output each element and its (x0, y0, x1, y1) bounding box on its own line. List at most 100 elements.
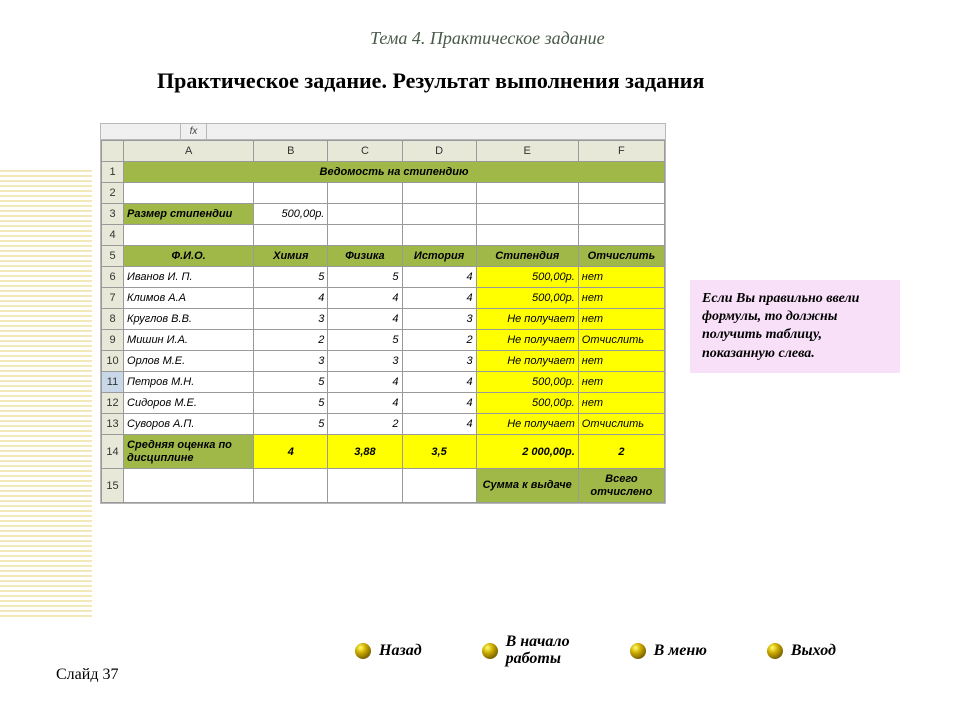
column-header[interactable]: A (124, 141, 254, 162)
expel-cell[interactable]: нет (578, 288, 664, 309)
grade-cell[interactable]: 4 (402, 393, 476, 414)
row-header[interactable]: 13 (102, 414, 124, 435)
avg-label[interactable]: Средняя оценка по дисциплине (124, 435, 254, 469)
expel-cell[interactable]: нет (578, 267, 664, 288)
expel-cell[interactable]: нет (578, 372, 664, 393)
expel-cell[interactable]: нет (578, 351, 664, 372)
nav-menu-button[interactable]: В меню (630, 642, 707, 660)
grade-cell[interactable]: 5 (254, 267, 328, 288)
grade-cell[interactable]: 3 (402, 351, 476, 372)
fx-icon[interactable]: fx (181, 124, 207, 139)
grade-cell[interactable]: 5 (254, 414, 328, 435)
stipend-cell[interactable]: 500,00р. (476, 288, 578, 309)
grade-cell[interactable]: 4 (328, 309, 402, 330)
footer-expelled[interactable]: Всего отчислено (578, 469, 664, 503)
grade-cell[interactable]: 4 (402, 414, 476, 435)
name-box[interactable] (101, 124, 181, 139)
spreadsheet-grid[interactable]: ABCDEF 1 Ведомость на стипендию 2 3 Разм… (101, 140, 665, 503)
row-header[interactable]: 6 (102, 267, 124, 288)
grade-cell[interactable]: 3 (402, 309, 476, 330)
table-row[interactable]: 9Мишин И.А.252Не получаетОтчислить (102, 330, 665, 351)
avg-cell[interactable]: 2 (578, 435, 664, 469)
nav-exit-button[interactable]: Выход (767, 642, 836, 660)
table-row[interactable]: 11Петров М.Н.544500,00р.нет (102, 372, 665, 393)
table-row[interactable]: 6Иванов И. П.554500,00р.нет (102, 267, 665, 288)
nav-back-button[interactable]: Назад (355, 642, 422, 660)
table-header-cell[interactable]: История (402, 246, 476, 267)
avg-cell[interactable]: 3,5 (402, 435, 476, 469)
grade-cell[interactable]: 4 (328, 393, 402, 414)
size-label[interactable]: Размер стипендии (124, 204, 254, 225)
grade-cell[interactable]: 4 (328, 372, 402, 393)
grade-cell[interactable]: 5 (328, 330, 402, 351)
grade-cell[interactable]: 4 (402, 372, 476, 393)
stipend-cell[interactable]: Не получает (476, 351, 578, 372)
stipend-cell[interactable]: 500,00р. (476, 267, 578, 288)
avg-cell[interactable]: 3,88 (328, 435, 402, 469)
row-header[interactable]: 2 (102, 183, 124, 204)
table-row[interactable]: 13Суворов А.П.524Не получаетОтчислить (102, 414, 665, 435)
row-header[interactable]: 12 (102, 393, 124, 414)
table-header-cell[interactable]: Химия (254, 246, 328, 267)
grade-cell[interactable]: 4 (254, 288, 328, 309)
row-header[interactable]: 8 (102, 309, 124, 330)
column-header[interactable]: B (254, 141, 328, 162)
name-cell[interactable]: Климов А.А (124, 288, 254, 309)
stipend-cell[interactable]: 500,00р. (476, 372, 578, 393)
grade-cell[interactable]: 3 (254, 351, 328, 372)
nav-start-button[interactable]: В начало работы (482, 634, 570, 668)
row-header[interactable]: 10 (102, 351, 124, 372)
name-cell[interactable]: Мишин И.А. (124, 330, 254, 351)
row-header[interactable]: 7 (102, 288, 124, 309)
grade-cell[interactable]: 4 (402, 267, 476, 288)
column-header[interactable]: C (328, 141, 402, 162)
name-cell[interactable]: Иванов И. П. (124, 267, 254, 288)
stipend-cell[interactable]: Не получает (476, 330, 578, 351)
expel-cell[interactable]: Отчислить (578, 414, 664, 435)
row-header[interactable]: 3 (102, 204, 124, 225)
table-header-cell[interactable]: Ф.И.О. (124, 246, 254, 267)
grade-cell[interactable]: 2 (254, 330, 328, 351)
table-header-cell[interactable]: Стипендия (476, 246, 578, 267)
row-header[interactable]: 11 (102, 372, 124, 393)
grade-cell[interactable]: 2 (402, 330, 476, 351)
formula-bar[interactable]: fx (101, 124, 665, 140)
grade-cell[interactable]: 2 (328, 414, 402, 435)
stipend-cell[interactable]: Не получает (476, 309, 578, 330)
table-header-cell[interactable]: Отчислить (578, 246, 664, 267)
table-row[interactable]: 7Климов А.А444500,00р.нет (102, 288, 665, 309)
stipend-cell[interactable]: Не получает (476, 414, 578, 435)
column-header[interactable]: E (476, 141, 578, 162)
avg-cell[interactable]: 2 000,00р. (476, 435, 578, 469)
row-header[interactable]: 15 (102, 469, 124, 503)
expel-cell[interactable]: нет (578, 393, 664, 414)
expel-cell[interactable]: Отчислить (578, 330, 664, 351)
stipend-cell[interactable]: 500,00р. (476, 393, 578, 414)
row-header[interactable]: 14 (102, 435, 124, 469)
column-header[interactable]: D (402, 141, 476, 162)
name-cell[interactable]: Сидоров М.Е. (124, 393, 254, 414)
table-header-cell[interactable]: Физика (328, 246, 402, 267)
grade-cell[interactable]: 3 (328, 351, 402, 372)
grade-cell[interactable]: 3 (254, 309, 328, 330)
name-cell[interactable]: Суворов А.П. (124, 414, 254, 435)
corner-header[interactable] (102, 141, 124, 162)
size-value[interactable]: 500,00р. (254, 204, 328, 225)
table-row[interactable]: 12Сидоров М.Е.544500,00р.нет (102, 393, 665, 414)
grade-cell[interactable]: 4 (402, 288, 476, 309)
row-header[interactable]: 4 (102, 225, 124, 246)
name-cell[interactable]: Петров М.Н. (124, 372, 254, 393)
footer-sum[interactable]: Сумма к выдаче (476, 469, 578, 503)
grade-cell[interactable]: 4 (328, 288, 402, 309)
expel-cell[interactable]: нет (578, 309, 664, 330)
table-row[interactable]: 8Круглов В.В.343Не получаетнет (102, 309, 665, 330)
table-row[interactable]: 10Орлов М.Е.333Не получаетнет (102, 351, 665, 372)
column-header[interactable]: F (578, 141, 664, 162)
name-cell[interactable]: Круглов В.В. (124, 309, 254, 330)
grade-cell[interactable]: 5 (328, 267, 402, 288)
name-cell[interactable]: Орлов М.Е. (124, 351, 254, 372)
grade-cell[interactable]: 5 (254, 372, 328, 393)
row-header[interactable]: 9 (102, 330, 124, 351)
row-header[interactable]: 1 (102, 162, 124, 183)
row-header[interactable]: 5 (102, 246, 124, 267)
